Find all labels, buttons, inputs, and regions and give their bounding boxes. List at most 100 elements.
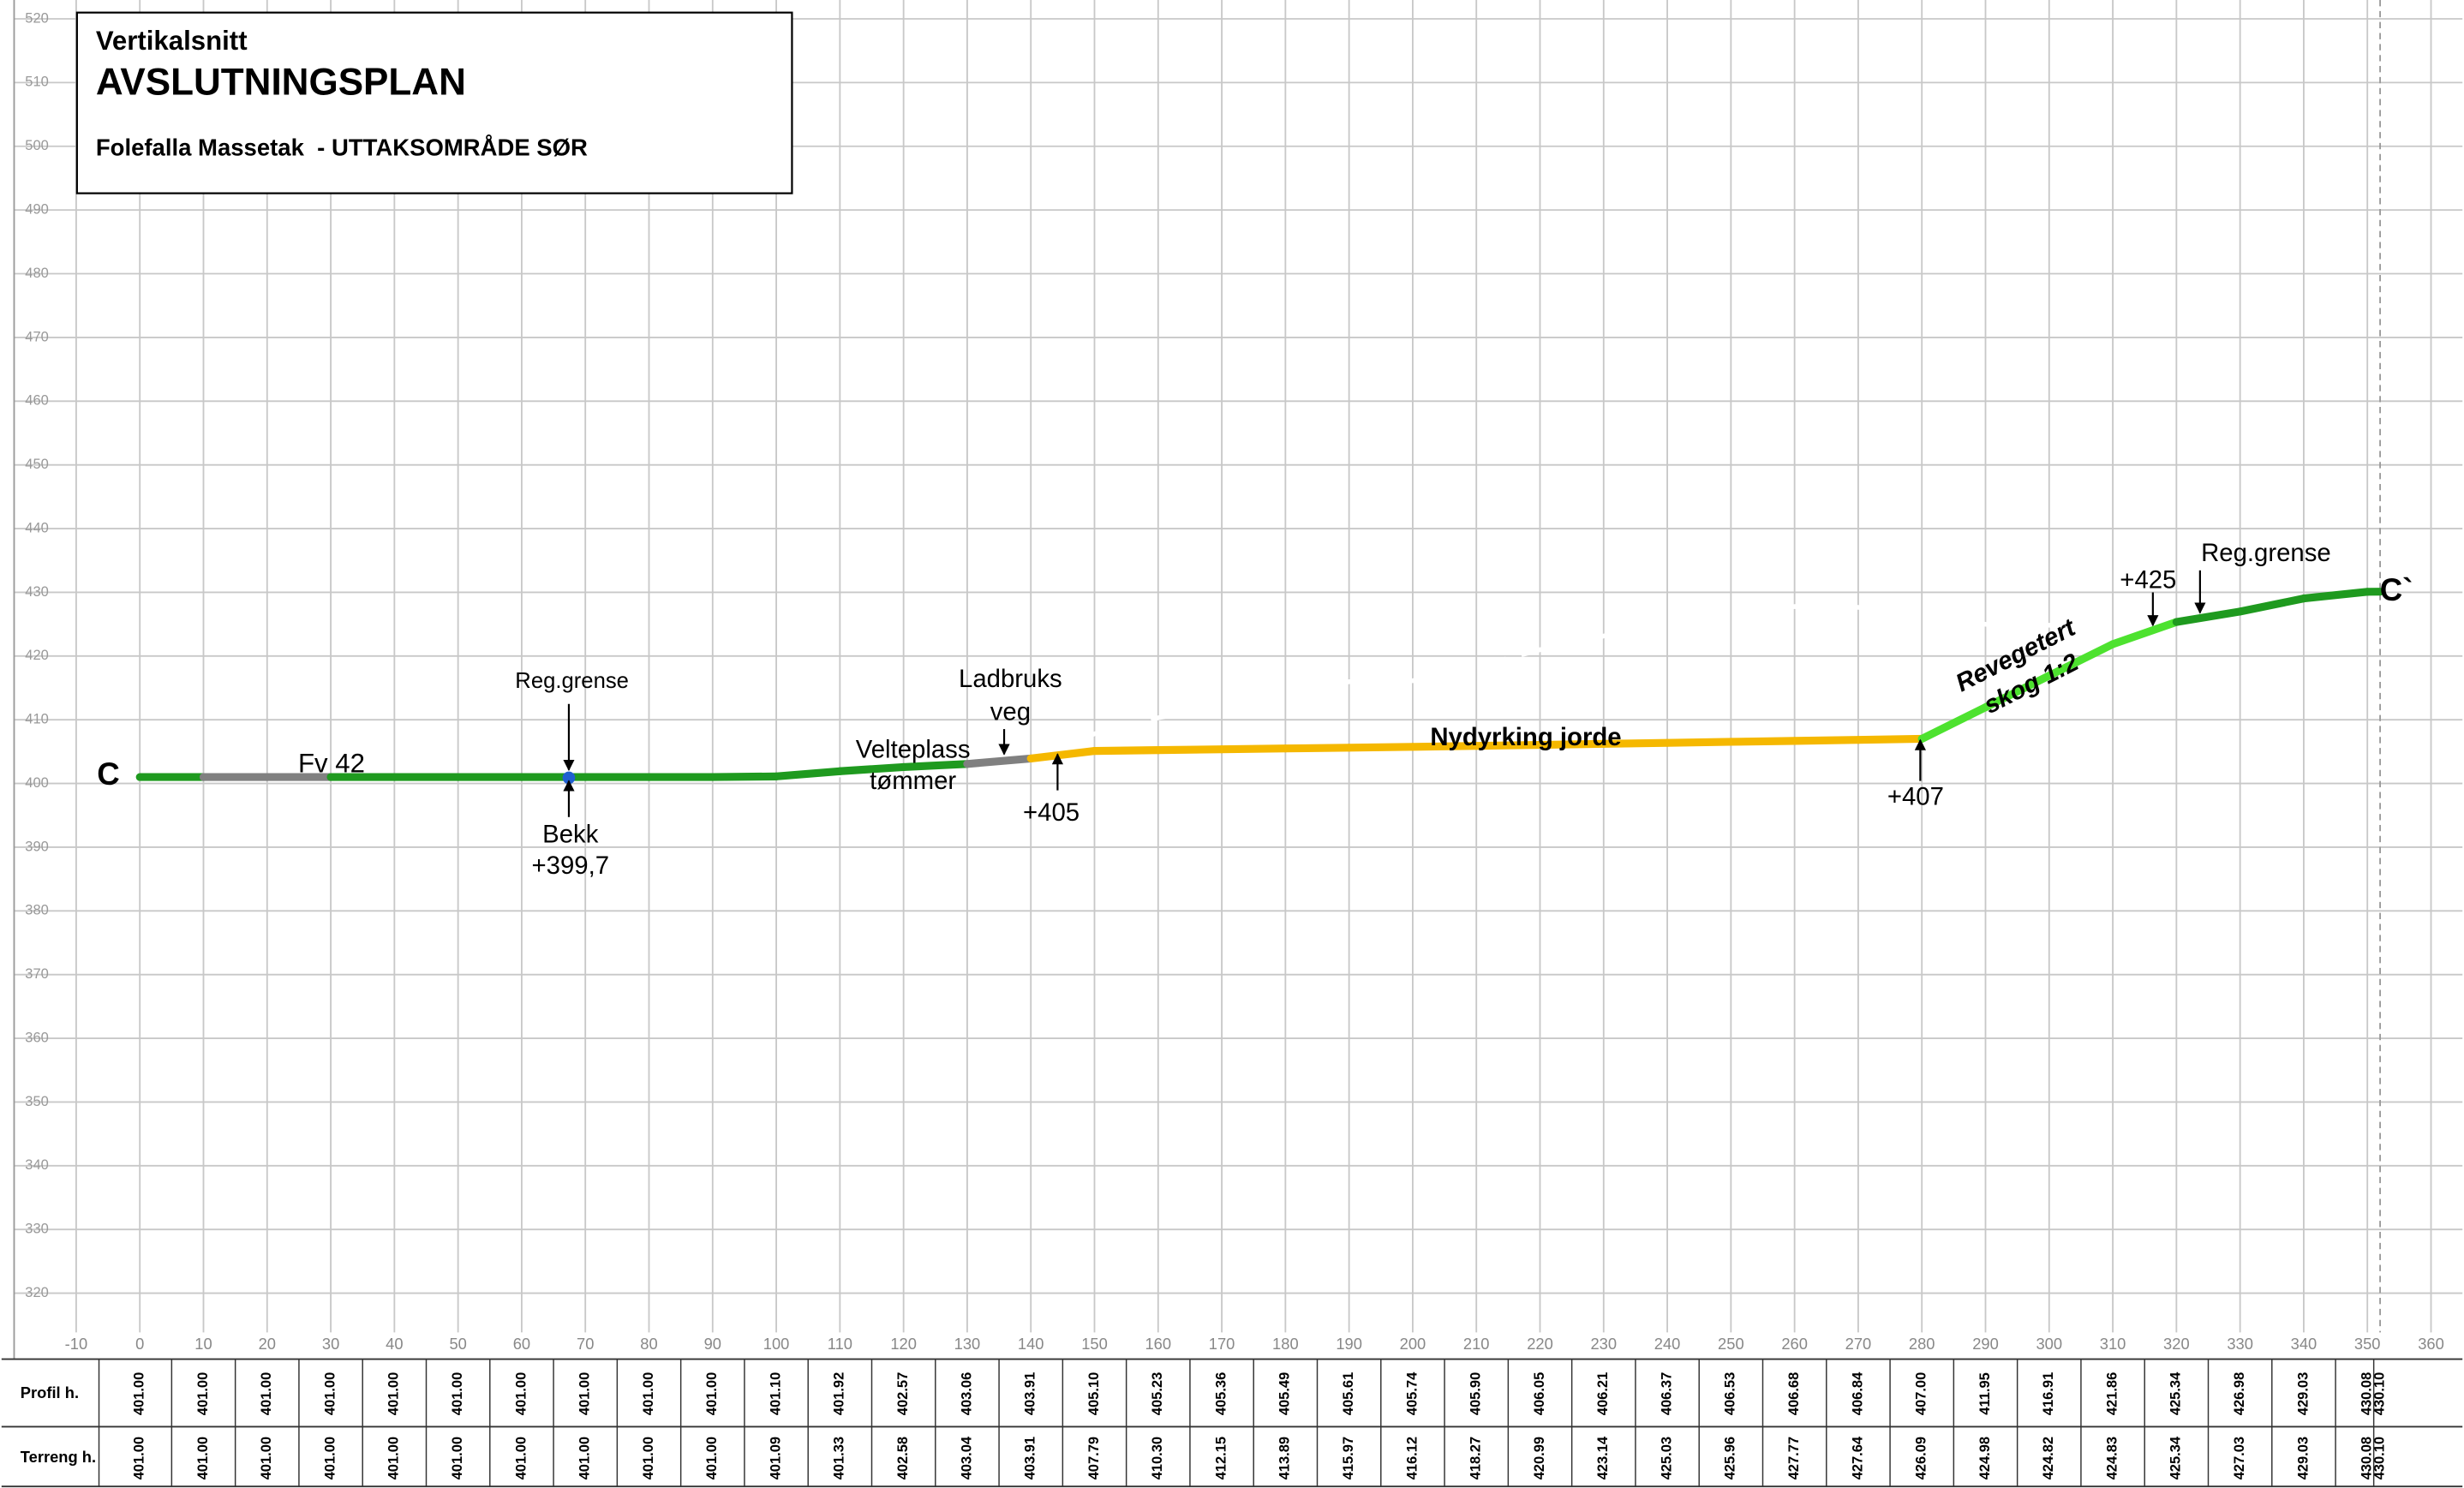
table-cell: 401.00 xyxy=(195,1437,211,1479)
table-row-label: Profil h. xyxy=(21,1383,79,1401)
table-cell: 407.00 xyxy=(1914,1372,1929,1415)
x-tick-label: 350 xyxy=(2354,1335,2381,1353)
x-tick-label: 10 xyxy=(194,1335,212,1353)
table-cell: 424.82 xyxy=(2041,1437,2056,1479)
table-cell: 401.00 xyxy=(641,1372,656,1415)
table-cell: 401.00 xyxy=(513,1437,529,1479)
table-cell: 424.98 xyxy=(1977,1437,1993,1479)
annotation: Nydyrking jorde xyxy=(1430,723,1621,751)
annotation: Ladbruks xyxy=(959,665,1062,693)
table-cell: 425.03 xyxy=(1659,1437,1674,1479)
table-cell: 426.09 xyxy=(1914,1437,1929,1479)
x-tick-label: 310 xyxy=(2100,1335,2126,1353)
table-cell: 401.00 xyxy=(513,1372,529,1415)
table-cell: 413.89 xyxy=(1277,1437,1293,1479)
table-cell: 418.27 xyxy=(1468,1437,1484,1479)
x-tick-label: 0 xyxy=(135,1335,144,1353)
x-tick-label: 180 xyxy=(1272,1335,1299,1353)
y-tick-label: 460 xyxy=(25,393,49,409)
annotation: +425 xyxy=(2120,565,2176,594)
profile-segment xyxy=(1791,736,1863,745)
y-tick-label: 470 xyxy=(25,329,49,344)
table-cell: 405.36 xyxy=(1213,1372,1229,1415)
x-tick-label: 200 xyxy=(1400,1335,1426,1353)
x-tick-label: 100 xyxy=(763,1335,790,1353)
table-cell: 416.12 xyxy=(1404,1437,1420,1479)
y-tick-label: 480 xyxy=(25,266,49,281)
y-tick-label: 410 xyxy=(25,712,49,727)
profile-segment xyxy=(1917,703,1990,744)
table-cell: 401.00 xyxy=(641,1437,656,1479)
y-tick-label: 510 xyxy=(25,75,49,90)
table-cell: 429.03 xyxy=(2295,1437,2311,1479)
y-tick-label: 350 xyxy=(25,1094,49,1109)
table-cell: 424.83 xyxy=(2104,1437,2120,1479)
profile-segment xyxy=(1663,738,1735,747)
profile-segment xyxy=(835,762,908,775)
profile-segment xyxy=(1281,744,1354,753)
profile-segment xyxy=(2236,595,2308,616)
table-cell: 402.57 xyxy=(895,1372,911,1415)
annotation: Fv 42 xyxy=(298,748,365,778)
x-tick-label: 50 xyxy=(449,1335,466,1353)
y-tick-label: 360 xyxy=(25,1030,49,1045)
grid-layer: -10 0 10 20 30 40 50 60 70 80 90 100 110 120 130 140 150… xyxy=(13,0,2463,1360)
profile-segment xyxy=(1345,743,1417,752)
table-cell: 427.03 xyxy=(2232,1437,2247,1479)
table-cell: 401.00 xyxy=(132,1372,147,1415)
mark-layer: C Fv 42 Reg.grense Bekk +399,7 Velteplass tømm… xyxy=(97,0,2413,1333)
table-cell: 401.00 xyxy=(450,1372,465,1415)
table-cell: 406.53 xyxy=(1723,1372,1738,1415)
table-cell: 403.06 xyxy=(959,1372,974,1415)
table-cell: 406.21 xyxy=(1595,1372,1611,1415)
annotation: Reg.grense xyxy=(2201,539,2331,567)
annotation: tømmer xyxy=(870,767,956,795)
table-cell: 401.09 xyxy=(768,1437,783,1479)
chart-heading: AVSLUTNINGSPLAN xyxy=(96,62,466,104)
x-tick-label: 140 xyxy=(1018,1335,1044,1353)
table-cell: 401.00 xyxy=(322,1372,338,1415)
annotation: C` xyxy=(2380,572,2413,607)
y-tick-label: 500 xyxy=(25,138,49,153)
y-tick-label: 370 xyxy=(25,966,49,982)
x-tick-label: 250 xyxy=(1718,1335,1744,1353)
x-tick-label: 150 xyxy=(1081,1335,1108,1353)
table-cell: 421.86 xyxy=(2104,1372,2120,1415)
table-cell: 401.00 xyxy=(132,1437,147,1479)
table-cell: 405.49 xyxy=(1277,1372,1293,1415)
table-cell: 401.00 xyxy=(195,1372,211,1415)
x-tick-label: 120 xyxy=(890,1335,917,1353)
table-cell: 410.30 xyxy=(1150,1437,1165,1479)
table-cell: 426.98 xyxy=(2232,1372,2247,1415)
y-tick-label: 450 xyxy=(25,457,49,472)
table-cell: 401.33 xyxy=(832,1437,847,1479)
table-cell: 416.91 xyxy=(2041,1372,2056,1415)
profile-segment xyxy=(1472,740,1545,750)
table-cell: 423.14 xyxy=(1595,1436,1611,1479)
annotation: veg xyxy=(990,697,1031,726)
x-tick-label: 290 xyxy=(1972,1335,1999,1353)
profile-segment xyxy=(1981,672,2054,712)
x-tick-label: 30 xyxy=(322,1335,339,1353)
y-tick-label: 400 xyxy=(25,775,49,791)
profile-segment xyxy=(1854,734,1926,744)
x-tick-label: 70 xyxy=(577,1335,594,1353)
profile-segment xyxy=(772,767,844,780)
table-cell: 406.84 xyxy=(1850,1371,1865,1415)
chart-title: Vertikalsnitt xyxy=(96,26,248,56)
table-cell: 405.61 xyxy=(1341,1372,1356,1415)
annotation: +405 xyxy=(1023,798,1079,827)
x-tick-label: 60 xyxy=(513,1335,530,1353)
table-cell: 401.00 xyxy=(577,1437,593,1479)
x-tick-label: 40 xyxy=(386,1335,403,1353)
table-cell: 405.23 xyxy=(1150,1372,1165,1415)
x-tick-label: 80 xyxy=(640,1335,657,1353)
table-cell: 429.03 xyxy=(2295,1372,2311,1415)
table-layer: Profil h. 401.00 401.00 401.00 401.00 401.00 4… xyxy=(1,1358,2463,1488)
profile-segment xyxy=(2300,588,2371,603)
annotation: Velteplass xyxy=(856,736,971,764)
table-cell: 430.08 xyxy=(2359,1372,2375,1415)
x-tick-label: -10 xyxy=(65,1335,88,1353)
annotation: C xyxy=(97,756,119,792)
x-tick-label: 110 xyxy=(828,1335,852,1353)
